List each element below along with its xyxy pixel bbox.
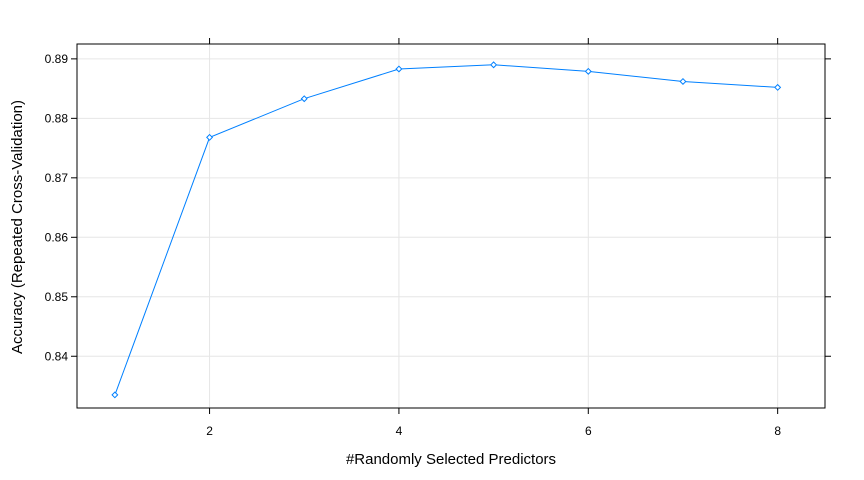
y-tick-label: 0.87 [45, 171, 69, 185]
x-axis-title: #Randomly Selected Predictors [346, 451, 556, 468]
series-layer [111, 61, 782, 399]
x-tick-label: 2 [206, 424, 213, 438]
data-point-marker [490, 61, 498, 69]
x-tick-label: 6 [585, 424, 592, 438]
data-point-marker [774, 83, 782, 91]
x-tick-label: 4 [396, 424, 403, 438]
y-tick-label: 0.88 [45, 111, 69, 125]
y-tick-label: 0.84 [45, 349, 69, 363]
series-line [114, 64, 778, 396]
data-point-marker [300, 95, 308, 103]
axis-layer: 2 4 6 8 0.84 0.85 0.86 0.87 0.88 0.89 [45, 38, 831, 438]
data-point-marker [584, 67, 592, 75]
grid-layer [77, 44, 825, 408]
y-tick-label: 0.86 [45, 230, 69, 244]
plot-frame [76, 43, 826, 409]
data-point-marker [395, 65, 403, 73]
y-tick-label: 0.85 [45, 290, 69, 304]
data-point-marker [111, 391, 119, 399]
y-axis-title: Accuracy (Repeated Cross-Validation) [9, 100, 26, 354]
y-tick-label: 0.89 [45, 52, 69, 66]
x-tick-label: 8 [774, 424, 781, 438]
data-point-marker [679, 77, 687, 85]
data-point-marker [206, 133, 214, 141]
